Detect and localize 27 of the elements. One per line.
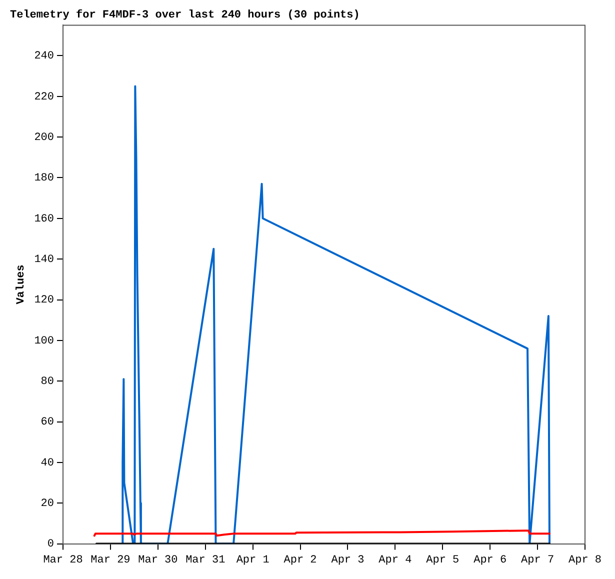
x-tick-label: Apr 5 [426,554,460,566]
x-tick-label: Apr 7 [521,554,554,566]
chart-title: Telemetry for F4MDF-3 over last 240 hours (30 points) [10,8,360,22]
x-tick-label: Apr 2 [284,554,317,566]
x-tick-label: Apr 1 [236,554,270,566]
x-tick-label: Apr 6 [474,554,507,566]
x-tick-label: Apr 4 [378,554,412,566]
y-tick-label: 0 [47,538,54,551]
y-tick-label: 20 [40,498,54,510]
x-tick-label: Apr 3 [331,554,364,566]
y-tick-label: 220 [34,91,54,104]
y-tick-label: 240 [34,50,54,63]
x-tick-label: Mar 29 [90,554,130,566]
x-tick-label: Apr 8 [568,554,602,566]
y-tick-label: 40 [40,457,54,470]
y-axis-title: Values [15,264,28,304]
x-tick-label: Mar 30 [138,554,178,566]
y-tick-label: 200 [34,132,54,144]
x-tick-label: Mar 28 [43,554,83,566]
y-tick-label: 120 [34,294,54,307]
y-tick-label: 100 [34,335,54,348]
y-tick-label: 160 [34,213,54,226]
y-tick-label: 140 [34,254,54,266]
x-tick-label: Mar 31 [186,554,226,566]
y-tick-label: 80 [40,376,54,388]
y-tick-label: 60 [40,416,54,429]
y-tick-label: 180 [34,172,54,185]
